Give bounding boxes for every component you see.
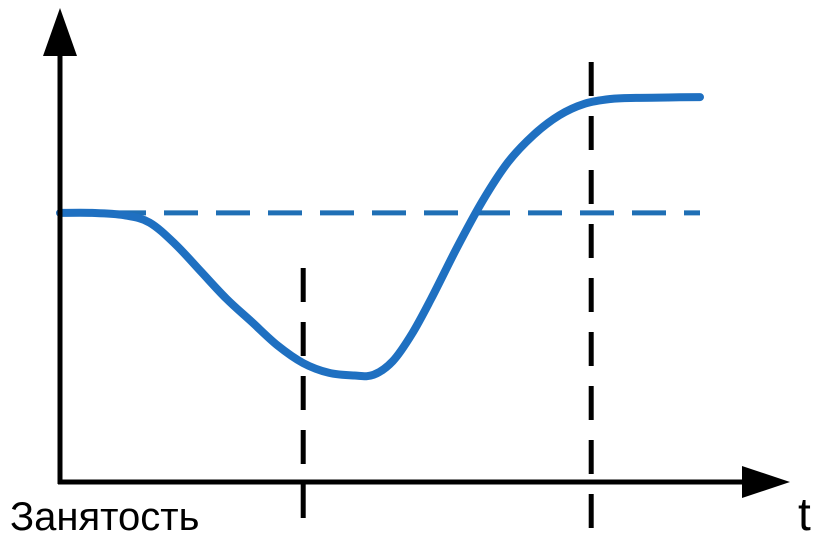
marker-lines — [300, 62, 594, 530]
y-axis-arrow-icon — [43, 8, 77, 56]
x-axis-arrow-icon — [742, 466, 790, 498]
y-axis-label: Занятость — [10, 495, 199, 538]
series-group — [56, 93, 704, 381]
x-axis-label: t — [798, 488, 811, 538]
series-line-1 — [56, 93, 704, 381]
